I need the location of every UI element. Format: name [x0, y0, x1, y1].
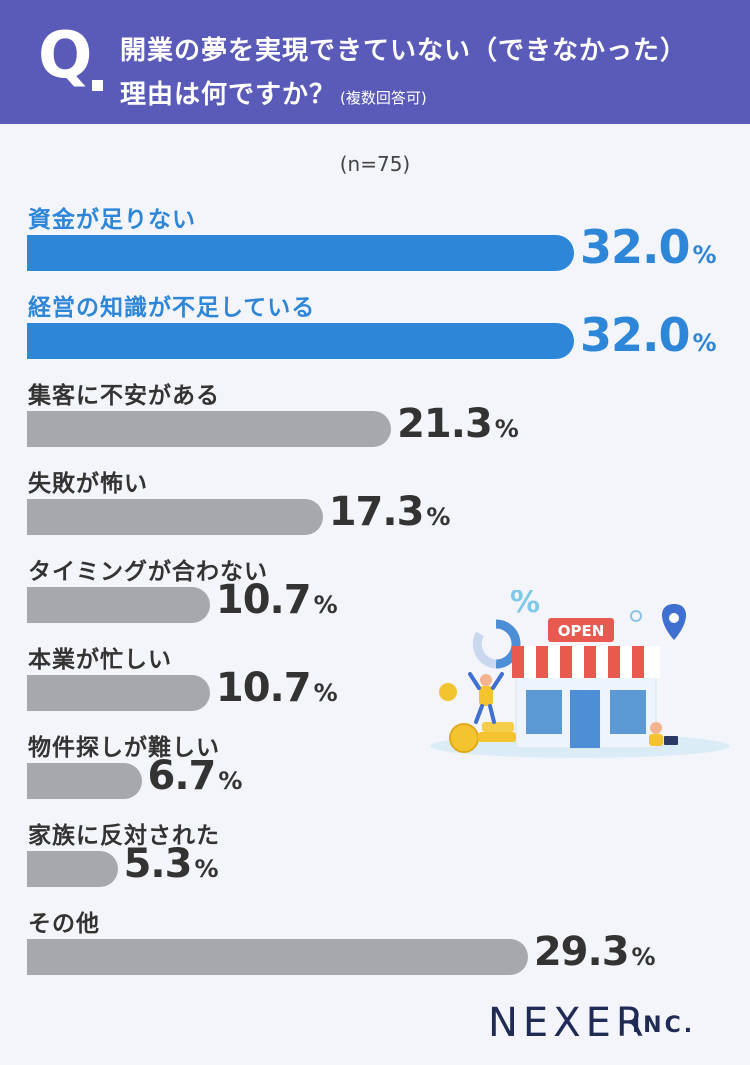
- category-label: 経営の知識が不足している: [28, 295, 316, 321]
- percent-unit: %: [426, 503, 451, 532]
- value-number: 21.3: [397, 401, 493, 448]
- category-label: 失敗が怖い: [28, 471, 148, 497]
- question-line1: 開業の夢を実現できていない（できなかった）: [120, 36, 688, 66]
- bar: [27, 499, 323, 535]
- category-label: 資金が足りない: [28, 207, 196, 233]
- value-label: 10.7%: [216, 668, 338, 708]
- bar: [27, 235, 574, 271]
- category-label: 物件探しが難しい: [28, 735, 220, 761]
- percent-unit: %: [218, 767, 243, 796]
- percent-unit: %: [631, 943, 656, 972]
- percent-unit: %: [692, 241, 717, 270]
- value-label: 6.7%: [148, 756, 243, 796]
- shop-door: [570, 690, 600, 748]
- jumping-person-icon: [480, 674, 492, 686]
- question-line2: 理由は何ですか？ (複数回答可): [120, 74, 427, 111]
- bar: [27, 763, 142, 799]
- category-label: 本業が忙しい: [28, 647, 172, 673]
- open-sign: [548, 618, 614, 642]
- category-label: 家族に反対された: [28, 823, 220, 849]
- bar: [27, 411, 392, 447]
- value-label: 5.3%: [124, 844, 219, 884]
- value-label: 21.3%: [397, 404, 519, 444]
- value-number: 6.7: [147, 753, 217, 800]
- shop-window-left: [526, 690, 562, 734]
- value-number: 32.0: [580, 308, 690, 363]
- storefront-illustration: % OPEN: [430, 590, 730, 758]
- value-label: 10.7%: [216, 580, 338, 620]
- bar: [27, 851, 118, 887]
- shop-window-right: [610, 690, 646, 734]
- bar: [27, 587, 210, 623]
- value-number: 29.3: [533, 929, 630, 976]
- bar: [27, 939, 528, 975]
- sample-size: (n=75): [339, 152, 411, 176]
- percent-unit: %: [494, 415, 519, 444]
- question-header: Q 開業の夢を実現できていない（できなかった） 理由は何ですか？ (複数回答可): [0, 0, 750, 124]
- value-number: 17.3: [328, 489, 425, 536]
- donut-chart-icon: [495, 619, 521, 669]
- category-label: タイミングが合わない: [28, 559, 268, 585]
- category-label: その他: [28, 911, 100, 937]
- brand-logo: NEXER: [488, 1000, 649, 1046]
- value-label: 29.3%: [534, 932, 656, 972]
- value-number: 10.7: [215, 577, 312, 624]
- sitting-person-icon: [650, 722, 662, 734]
- coin-icon: [439, 683, 457, 701]
- category-label: 集客に不安がある: [28, 383, 220, 409]
- bar: [27, 675, 210, 711]
- bar: [27, 323, 574, 359]
- open-sign-text: OPEN: [558, 622, 605, 640]
- value-number: 10.7: [215, 665, 312, 712]
- value-label: 17.3%: [329, 492, 451, 532]
- question-line2-text: 理由は何ですか？: [120, 80, 337, 110]
- percent-unit: %: [313, 679, 338, 708]
- value-label: 32.0%: [580, 224, 717, 270]
- percent-icon: %: [510, 590, 540, 620]
- q-dot: [92, 80, 103, 91]
- laptop-icon: [664, 736, 678, 745]
- percent-unit: %: [194, 855, 219, 884]
- value-number: 5.3: [123, 841, 193, 888]
- question-note: (複数回答可): [340, 89, 427, 107]
- value-label: 32.0%: [580, 312, 717, 358]
- percent-unit: %: [692, 329, 717, 358]
- coin-stack-icon: [449, 723, 479, 753]
- brand-suffix: INC.: [632, 1013, 696, 1038]
- q-mark: Q: [38, 19, 93, 93]
- value-number: 32.0: [580, 220, 690, 275]
- percent-unit: %: [313, 591, 338, 620]
